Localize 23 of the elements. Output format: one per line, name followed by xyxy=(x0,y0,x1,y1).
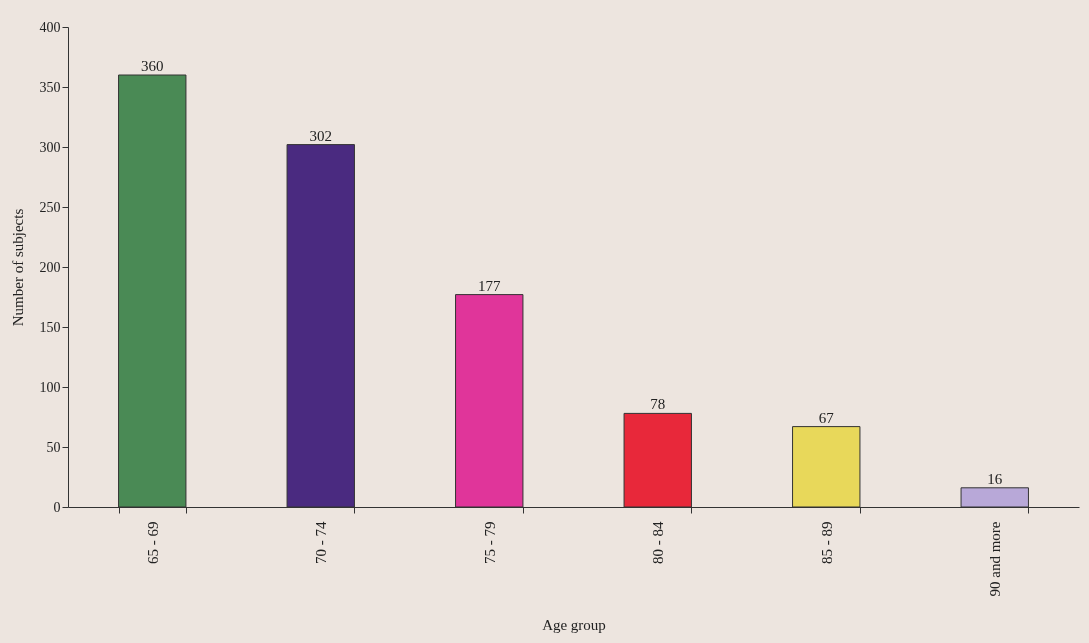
y-tick-label: 150 xyxy=(39,319,61,335)
x-tick-label: 90 and more xyxy=(987,521,1004,597)
data-label: 67 xyxy=(818,409,835,426)
data-label: 360 xyxy=(141,58,164,74)
data-label: 78 xyxy=(650,396,666,413)
x-tick-label: 85 - 89 xyxy=(818,521,835,564)
x-axis-title: Age group xyxy=(542,617,606,634)
y-tick-label: 100 xyxy=(39,379,61,395)
y-tick-label: 300 xyxy=(39,139,61,155)
y-tick-label: 200 xyxy=(39,259,61,275)
x-tick-label: 70 - 74 xyxy=(313,521,330,564)
data-label: 177 xyxy=(478,277,501,294)
y-tick-label: 250 xyxy=(39,199,61,215)
data-label: 302 xyxy=(309,127,332,144)
y-tick-label: 0 xyxy=(53,499,61,515)
y-tick-label: 400 xyxy=(39,19,61,35)
y-tick-label: 350 xyxy=(39,79,61,95)
y-tick-label: 50 xyxy=(46,439,61,455)
y-axis-title: Number of subjects xyxy=(9,208,26,327)
x-tick-label: 65 - 69 xyxy=(144,521,161,564)
x-tick-label: 80 - 84 xyxy=(650,521,667,564)
x-tick-label: 75 - 79 xyxy=(481,521,498,564)
data-label: 16 xyxy=(987,470,1003,487)
